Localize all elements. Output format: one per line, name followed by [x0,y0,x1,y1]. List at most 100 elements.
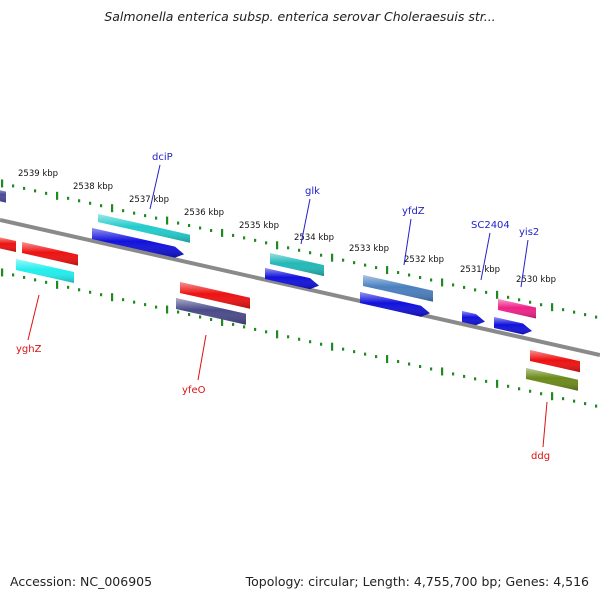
outer-tick-mark [56,191,59,200]
outer-tick-track [1,179,598,319]
outer-tick-mark [155,216,158,220]
outer-tick-mark [199,226,202,230]
topology-text: Topology: circular; Length: 4,755,700 bp… [245,574,589,589]
inner-tick-mark [309,340,312,344]
outer-tick-mark [507,295,510,299]
feature-shading [265,268,319,290]
gene-label-dciP[interactable]: dciP [152,152,173,163]
gene-leader-line [197,334,207,381]
inner-tick-mark [507,384,510,388]
outer-tick-mark [342,258,345,262]
outer-tick-mark [276,241,279,250]
feature-shading [98,214,190,243]
outer-tick-mark [210,228,213,232]
outer-tick-mark [430,278,433,282]
inner-tick-mark [89,290,92,294]
outer-tick-mark [595,315,598,319]
inner-tick-mark [463,374,466,378]
outer-tick-mark [518,298,521,302]
gene-leader-line [542,401,548,448]
outer-tick-mark [463,285,466,289]
gene-label-ddg[interactable]: ddg [531,451,550,462]
outer-tick-mark [144,214,147,218]
inner-tick-mark [540,392,543,396]
outer-tick-mark [23,186,26,190]
outer-tick-mark [562,308,565,312]
inner-tick-mark [562,397,565,401]
outer-tick-mark [353,261,356,265]
gene-label-yis2[interactable]: yis2 [519,227,539,238]
inner-tick-mark [199,315,202,319]
ruler-label: 2531 kbp [460,265,500,275]
feature-shading [530,350,580,373]
inner-tick-mark [408,362,411,366]
ruler-label: 2535 kbp [239,221,279,231]
outer-tick-mark [364,263,367,267]
outer-tick-mark [122,209,125,213]
ruler-label: 2539 kbp [18,169,58,179]
gene-leader-line [27,294,40,341]
outer-tick-mark [540,303,543,307]
inner-tick-mark [221,317,224,326]
outer-tick-mark [254,238,257,242]
inner-tick-mark [419,365,422,368]
gene-label-yfdZ[interactable]: yfdZ [402,206,425,217]
inner-tick-mark [584,402,587,406]
feature-shading [462,311,485,326]
feature-shading [16,259,74,284]
inner-tick-mark [177,310,180,314]
genome-title: Salmonella enterica subsp. enterica sero… [104,9,496,24]
outer-tick-mark [551,303,554,312]
gene-label-SC2404[interactable]: SC2404 [471,220,510,231]
outer-tick-mark [386,266,389,275]
inner-tick-mark [474,377,477,381]
inner-tick-mark [34,278,37,282]
feature-shading [176,298,246,325]
inner-tick-mark [298,337,301,341]
inner-tick-mark [155,305,158,309]
inner-tick-mark [331,342,334,351]
inner-tick-mark [111,293,114,302]
ruler-label: 2538 kbp [73,182,113,192]
inner-tick-mark [529,389,532,393]
gene-label-glk[interactable]: glk [305,186,320,197]
ruler-label: 2536 kbp [184,208,224,218]
inner-tick-mark [496,379,499,388]
inner-tick-mark [12,273,15,277]
feature-layer [0,190,580,391]
gene-label-yfeO[interactable]: yfeO [182,385,206,396]
feature-shading [92,228,184,258]
feature-shading [22,242,78,266]
outer-tick-mark [452,283,455,287]
outer-tick-mark [100,204,103,208]
inner-tick-mark [430,367,433,371]
ruler-label: 2532 kbp [404,255,444,265]
gene-label-yghZ[interactable]: yghZ [16,344,42,355]
feature-shading [270,253,324,277]
gene-leader-line [300,198,311,245]
inner-tick-mark [232,322,235,326]
inner-tick-mark [265,330,268,334]
inner-tick-mark [210,317,213,321]
inner-tick-mark [276,330,279,339]
inner-tick-mark [397,360,400,364]
inner-tick-mark [320,342,323,346]
outer-tick-mark [375,266,378,270]
outer-tick-mark [397,271,400,275]
inner-tick-mark [1,268,4,277]
ruler-label: 2534 kbp [294,233,334,243]
outer-tick-mark [485,290,488,294]
outer-tick-mark [177,221,180,225]
outer-tick-mark [12,184,15,188]
outer-tick-mark [584,313,587,317]
inner-tick-mark [56,280,59,289]
feature-shading [494,317,532,335]
inner-tick-mark [122,298,125,302]
gene-labels: dciP glk yfdZ SC2404 yis2 yghZ yfeO ddg [16,152,550,462]
inner-tick-mark [441,367,444,376]
outer-tick-mark [441,278,444,287]
accession-text: Accession: NC_006905 [10,574,153,589]
feature-shading [0,237,16,253]
inner-tick-mark [133,300,136,304]
